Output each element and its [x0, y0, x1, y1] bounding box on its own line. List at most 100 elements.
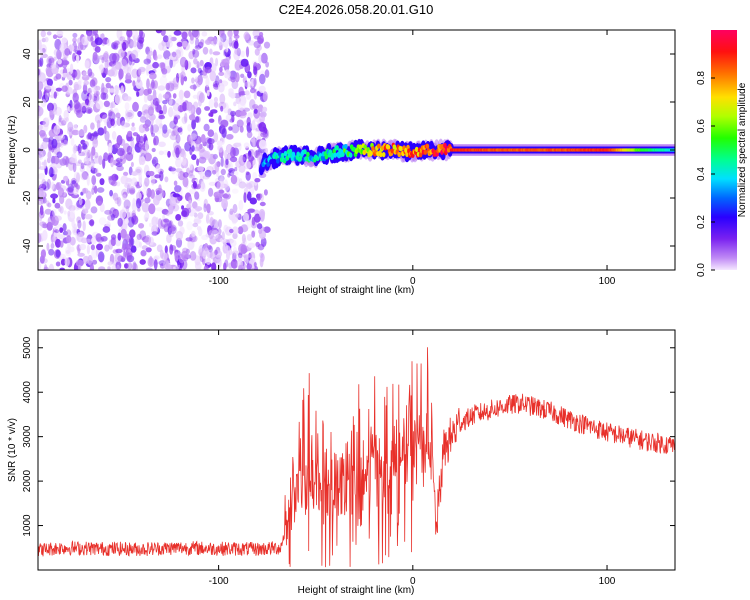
noise-blob	[224, 245, 231, 253]
noise-blob	[86, 134, 91, 140]
noise-blob	[258, 122, 267, 132]
noise-blob	[38, 89, 41, 99]
noise-blob	[107, 261, 113, 266]
noise-blob	[138, 223, 145, 229]
noise-blob	[84, 60, 90, 69]
noise-blob	[203, 265, 209, 270]
noise-blob	[207, 244, 212, 250]
noise-blob	[225, 47, 229, 53]
noise-blob	[59, 240, 64, 248]
noise-blob	[38, 160, 42, 170]
noise-blob	[107, 142, 113, 154]
noise-blob	[66, 71, 73, 81]
noise-blob	[112, 192, 119, 201]
noise-blob	[39, 129, 46, 137]
noise-blob	[240, 244, 247, 255]
signal-peak	[414, 146, 419, 152]
y-tick-label: 20	[22, 96, 33, 108]
noise-blob	[220, 119, 229, 128]
noise-blob	[216, 161, 221, 168]
noise-blob	[132, 101, 139, 112]
noise-blob	[146, 78, 150, 90]
noise-blob	[131, 68, 139, 79]
noise-blob	[229, 239, 237, 247]
noise-blob	[260, 193, 264, 202]
noise-blob	[221, 198, 229, 210]
noise-blob	[42, 229, 48, 241]
noise-blob	[52, 208, 57, 217]
noise-blob	[175, 196, 181, 204]
noise-blob	[116, 135, 123, 146]
noise-blob	[154, 55, 158, 61]
noise-blob	[186, 203, 192, 210]
noise-blob	[155, 30, 162, 34]
noise-blob	[167, 150, 171, 158]
noise-blob	[182, 172, 189, 178]
noise-blob	[218, 39, 224, 50]
noise-blob	[111, 66, 117, 73]
noise-blob	[125, 109, 129, 120]
noise-blob	[97, 127, 105, 136]
noise-blob	[184, 112, 188, 124]
noise-blob	[76, 216, 82, 224]
noise-blob	[123, 65, 129, 74]
noise-blob	[87, 254, 93, 266]
noise-blob	[178, 89, 184, 101]
noise-blob	[243, 192, 247, 203]
x-tick-label: 0	[410, 576, 416, 587]
y-tick-label: 3000	[22, 425, 33, 448]
noise-blob	[68, 79, 73, 86]
noise-blob	[252, 104, 259, 110]
noise-blob	[182, 150, 187, 159]
signal-peak	[379, 152, 383, 158]
noise-blob	[204, 66, 212, 74]
noise-blob	[114, 253, 122, 263]
noise-blob	[51, 67, 59, 75]
noise-blob	[230, 146, 236, 158]
noise-blob	[102, 158, 106, 169]
noise-blob	[140, 250, 147, 257]
noise-blob	[116, 181, 121, 187]
noise-blob	[187, 124, 192, 132]
noise-blob	[230, 156, 238, 163]
noise-blob	[130, 126, 136, 132]
noise-blob	[55, 238, 61, 248]
noise-blob	[110, 234, 117, 240]
noise-blob	[47, 215, 56, 226]
noise-blob	[72, 70, 76, 81]
noise-blob	[191, 118, 197, 130]
noise-blob	[246, 116, 251, 126]
noise-blob	[209, 218, 216, 226]
noise-blob	[40, 30, 46, 38]
noise-blob	[124, 182, 132, 189]
noise-blob	[78, 159, 82, 164]
noise-blob	[254, 48, 260, 56]
noise-blob	[233, 101, 237, 107]
noise-blob	[226, 133, 234, 140]
noise-blob	[116, 157, 123, 163]
noise-blob	[137, 110, 143, 118]
noise-blob	[63, 118, 67, 125]
noise-blob	[42, 197, 47, 204]
noise-blob	[228, 126, 233, 131]
noise-blob	[247, 242, 256, 248]
noise-blob	[245, 255, 249, 263]
noise-blob	[208, 187, 214, 197]
noise-blob	[193, 216, 200, 224]
noise-blob	[55, 249, 61, 258]
noise-blob	[114, 85, 119, 96]
noise-blob	[58, 115, 62, 123]
noise-blob	[110, 213, 115, 221]
noise-blob	[147, 50, 154, 56]
colorbar-gradient	[711, 30, 737, 270]
y-tick-label: 5000	[22, 336, 33, 359]
noise-blob	[243, 142, 250, 149]
noise-blob	[83, 124, 88, 134]
noise-blob	[208, 137, 212, 144]
signal-peak	[269, 159, 273, 165]
noise-blob	[232, 252, 237, 262]
noise-blob	[152, 94, 156, 100]
noise-blob	[59, 158, 67, 166]
noise-blob	[197, 166, 205, 172]
noise-blob	[188, 114, 196, 121]
